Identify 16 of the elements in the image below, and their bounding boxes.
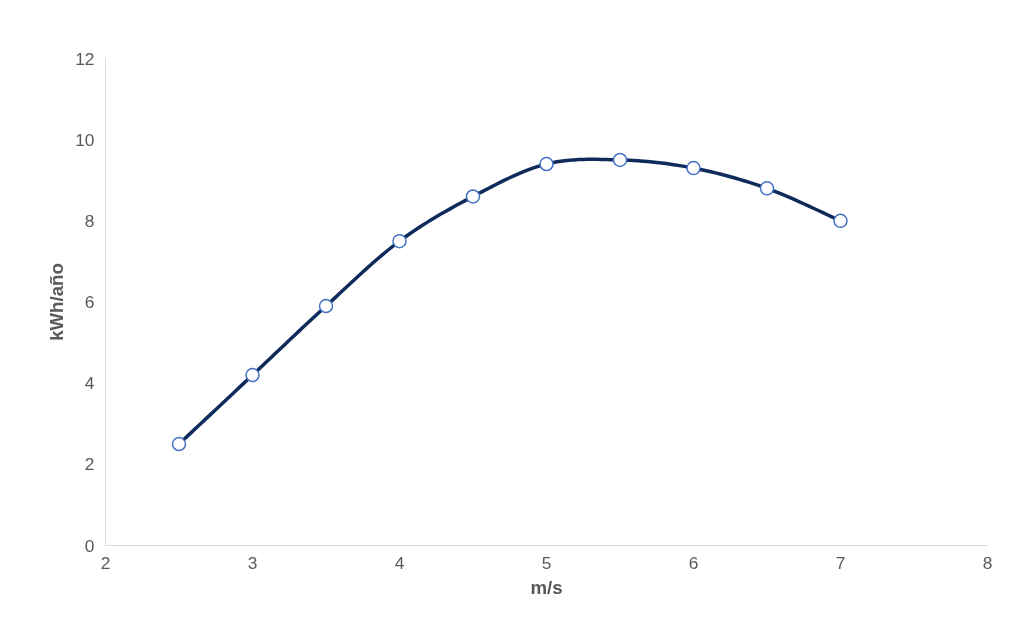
x-tick-label: 8 bbox=[982, 552, 993, 573]
y-tick-label: 12 bbox=[75, 48, 95, 69]
y-tick-label: 4 bbox=[84, 373, 95, 394]
x-tick-label: 6 bbox=[688, 552, 699, 573]
y-tick-label: 0 bbox=[84, 535, 95, 556]
x-tick-label: 3 bbox=[247, 552, 258, 573]
y-tick-label: 2 bbox=[84, 454, 95, 475]
x-tick-label: 4 bbox=[394, 552, 405, 573]
y-tick-label: 8 bbox=[84, 210, 95, 231]
y-tick-label: 10 bbox=[75, 129, 95, 150]
x-tick-label: 5 bbox=[541, 552, 552, 573]
x-axis-title: m/s bbox=[530, 576, 563, 598]
x-tick-label: 2 bbox=[100, 552, 111, 573]
y-axis-title: kWh/año bbox=[46, 263, 68, 341]
y-tick-label: 6 bbox=[84, 292, 95, 312]
x-tick-label: 7 bbox=[835, 552, 846, 573]
